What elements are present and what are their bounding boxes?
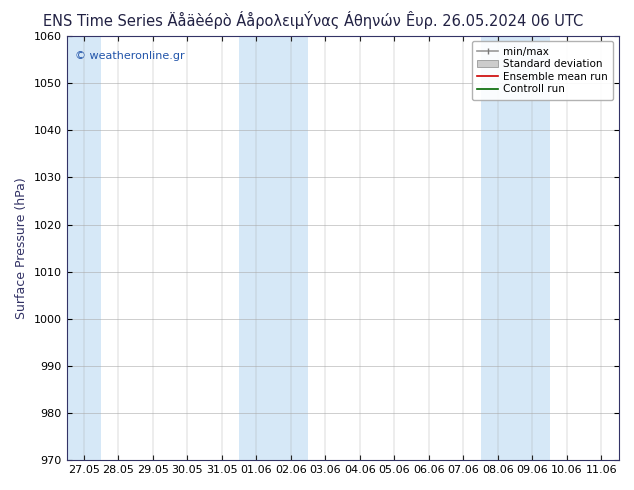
Bar: [67, 36, 101, 460]
Legend: min/max, Standard deviation, Ensemble mean run, Controll run: min/max, Standard deviation, Ensemble me…: [472, 41, 613, 99]
Y-axis label: Surface Pressure (hPa): Surface Pressure (hPa): [15, 177, 28, 319]
Text: Êυρ. 26.05.2024 06 UTC: Êυρ. 26.05.2024 06 UTC: [406, 11, 583, 29]
Bar: [239, 36, 308, 460]
Text: © weatheronline.gr: © weatheronline.gr: [75, 51, 184, 61]
Bar: [481, 36, 550, 460]
Text: ENS Time Series Äåäèéρò ÁåρολειμÝνας Áθηνών: ENS Time Series Äåäèéρò ÁåρολειμÝνας Áθη…: [43, 11, 401, 29]
